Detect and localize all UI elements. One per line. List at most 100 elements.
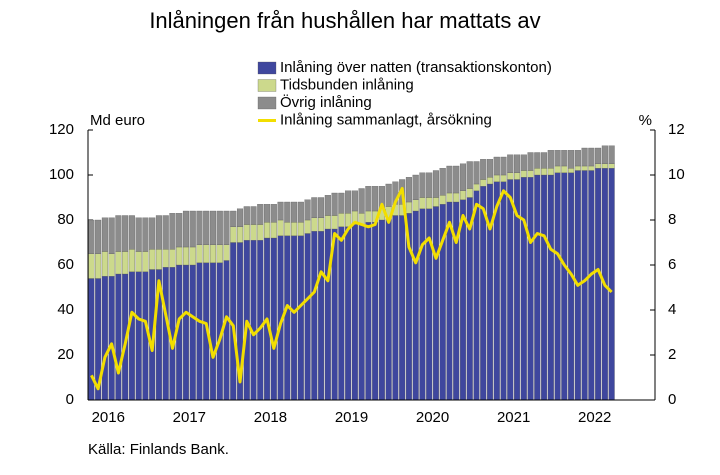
bar-segment [169, 213, 176, 250]
x-tick-label: 2017 [173, 409, 206, 426]
bar-segment [595, 168, 602, 401]
bar-segment [196, 244, 203, 263]
bar-segment [135, 217, 142, 252]
bar-segment [541, 168, 548, 176]
bar-segment [439, 168, 446, 196]
bar-segment [534, 174, 541, 401]
bar-segment [547, 174, 554, 401]
bar-segment [176, 246, 183, 266]
y2-tick-label: 8 [668, 211, 676, 228]
bar-segment [270, 237, 277, 401]
bar-segment [426, 197, 433, 209]
bar-segment [284, 235, 291, 401]
bar-segment [128, 215, 135, 250]
bar-segment [588, 165, 595, 171]
bar-segment [203, 210, 210, 245]
bar-segment [453, 192, 460, 203]
bar-segment [318, 197, 325, 218]
bar-segment [581, 165, 588, 171]
legend-swatch [257, 96, 277, 110]
legend-label: Inlåning över natten (transaktionskonton… [280, 59, 552, 76]
bar-segment [324, 228, 331, 401]
bar-segment [365, 210, 372, 223]
bar-segment [399, 215, 406, 401]
x-tick-label: 2022 [578, 409, 611, 426]
bar-segment [412, 174, 419, 200]
bar-segment [520, 154, 527, 171]
bar-segment [392, 215, 399, 401]
bar-segment [507, 172, 514, 180]
bar-segment [588, 147, 595, 167]
bar-segment [182, 246, 189, 266]
bar-segment [311, 217, 318, 232]
bar-segment [446, 165, 453, 194]
bar-segment [128, 249, 135, 272]
bar-segment [581, 147, 588, 167]
bar-segment [101, 276, 108, 401]
bar-segment [101, 217, 108, 252]
bar-segment [378, 219, 385, 401]
bar-segment [230, 226, 237, 243]
bar-segment [486, 177, 494, 185]
bar-segment [236, 208, 244, 227]
bar-segment [595, 163, 602, 169]
bar-segment [554, 165, 561, 173]
bar-segment [108, 217, 115, 254]
bar-segment [243, 206, 250, 225]
bar-segment [142, 217, 149, 252]
bar-segment [189, 264, 196, 401]
bar-segment [243, 224, 250, 241]
legend-label: Tidsbunden inlåning [280, 76, 414, 93]
bar-segment [345, 213, 352, 227]
bar-segment [176, 213, 183, 248]
bar-segment [182, 264, 189, 401]
bar-segment [216, 210, 223, 245]
bar-segment [250, 206, 257, 225]
bar-segment [189, 246, 196, 266]
bar-segment [412, 199, 419, 212]
bar-segment [365, 222, 372, 401]
bar-segment [155, 215, 162, 250]
bar-segment [135, 271, 142, 401]
bar-segment [95, 253, 102, 279]
y-tick-label: 20 [57, 346, 74, 363]
bar-segment [459, 163, 467, 191]
bar-segment [338, 226, 345, 401]
bar-segment [297, 235, 304, 401]
bar-segment [527, 152, 534, 171]
bar-segment [331, 192, 338, 216]
bar-segment [372, 186, 379, 212]
bar-segment [514, 172, 521, 180]
legend-swatch [257, 61, 277, 75]
y2-tick-label: 10 [668, 166, 685, 183]
bar-segment [297, 222, 304, 236]
bar-segment [196, 210, 203, 245]
bar-segment [588, 170, 595, 401]
bar-segment [182, 210, 189, 248]
legend-label: Övrig inlåning [280, 93, 372, 111]
bar-segment [304, 219, 311, 234]
bar-segment [439, 195, 446, 205]
bar-segment [162, 215, 169, 250]
bar-segment [453, 165, 460, 194]
bar-segment [493, 156, 500, 176]
bar-segment [568, 172, 575, 401]
bar-segment [277, 219, 284, 236]
bar-segment [385, 217, 392, 401]
x-tick-label: 2020 [416, 409, 449, 426]
bar-segment [527, 177, 534, 401]
bar-segment [209, 210, 217, 245]
bar-segment [291, 201, 298, 223]
y2-tick-label: 6 [668, 256, 676, 273]
bar-segment [277, 201, 284, 221]
bar-segment [196, 262, 203, 401]
bar-segment [486, 159, 494, 178]
bar-segment [108, 253, 115, 277]
bar-segment [297, 201, 304, 223]
bar-segment [284, 201, 291, 223]
x-tick-label: 2021 [497, 409, 530, 426]
bar-segment [128, 271, 135, 401]
bar-segment [608, 145, 615, 164]
y2-tick-label: 2 [668, 346, 676, 363]
bar-segment [345, 190, 352, 214]
